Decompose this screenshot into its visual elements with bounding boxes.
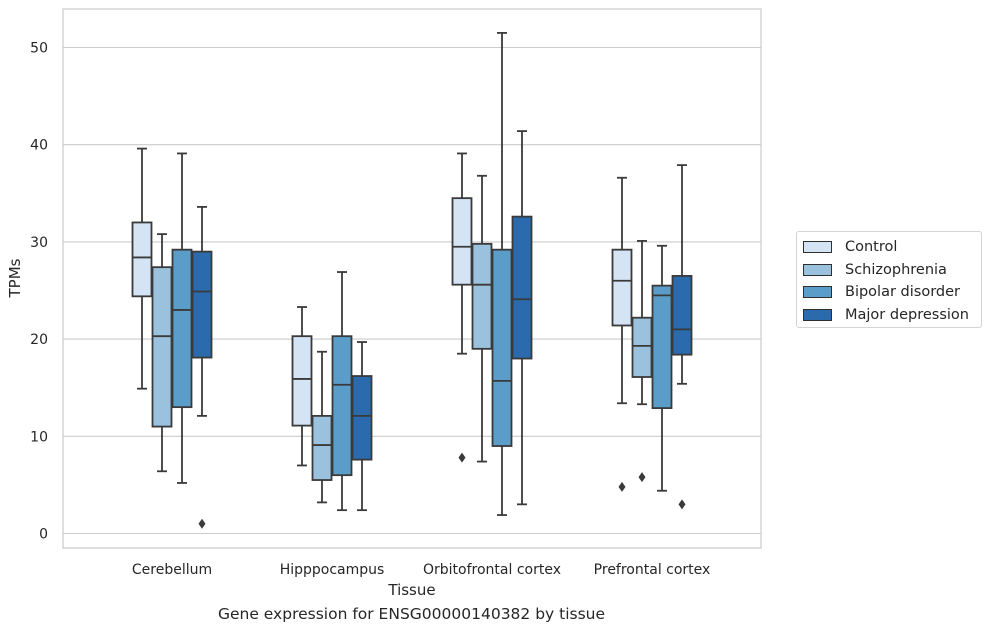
- legend-swatch: [803, 286, 832, 299]
- box-body: [351, 375, 373, 461]
- box-body: [631, 316, 653, 378]
- box-body: [611, 248, 633, 327]
- x-tick-label: Prefrontal cortex: [594, 562, 711, 578]
- box-bipolar-disorder: [651, 244, 673, 492]
- box-body: [671, 275, 693, 356]
- legend-item: Major depression: [803, 304, 981, 327]
- chart-caption: Gene expression for ENSG00000140382 by t…: [217, 605, 606, 623]
- box-body: [191, 250, 213, 359]
- box-major-depression: [511, 130, 533, 506]
- box-body: [291, 335, 313, 427]
- legend-label: Major depression: [845, 306, 969, 323]
- box-bipolar-disorder: [331, 271, 353, 512]
- box-body: [311, 414, 333, 481]
- box-body: [451, 197, 473, 286]
- y-tick-label: 10: [30, 429, 48, 445]
- x-axis-label: Tissue: [387, 581, 435, 599]
- box-control: [611, 176, 633, 492]
- box-major-depression: [671, 164, 693, 510]
- plot-area-frame: [62, 8, 762, 549]
- outlier-point: [678, 499, 686, 510]
- y-tick-label: 50: [30, 41, 48, 57]
- outlier-point: [198, 518, 206, 529]
- legend-swatch: [803, 263, 832, 276]
- x-tick-label: Orbitofrontal cortex: [423, 562, 561, 578]
- y-tick-label: 30: [30, 235, 48, 251]
- y-tick-labels: 0 10 20 30 40 50: [30, 41, 48, 543]
- legend-swatch: [803, 308, 832, 321]
- x-tick-label: Hipppocampus: [280, 562, 385, 578]
- box-body: [131, 221, 153, 298]
- box-body: [491, 248, 513, 447]
- box-body: [471, 242, 493, 350]
- box-schizophrenia: [631, 240, 653, 483]
- box-body: [331, 335, 353, 477]
- legend-item: Control: [803, 236, 981, 259]
- box-body: [651, 284, 673, 410]
- box-major-depression: [351, 341, 373, 512]
- box-control: [291, 306, 313, 467]
- y-tick-label: 20: [30, 332, 48, 348]
- legend-swatch: [803, 241, 832, 254]
- outlier-point: [458, 452, 466, 463]
- legend-item: Bipolar disorder: [803, 281, 981, 304]
- box-bipolar-disorder: [171, 152, 193, 484]
- legend-label: Bipolar disorder: [845, 284, 960, 301]
- box-body: [151, 266, 173, 428]
- box-body: [171, 248, 193, 409]
- box-bipolar-disorder: [491, 32, 513, 516]
- box-body: [511, 215, 533, 360]
- x-tick-labels: Cerebellum Hipppocampus Orbitofrontal cort…: [132, 562, 710, 578]
- outlier-point: [618, 481, 626, 492]
- x-tick-label: Cerebellum: [132, 562, 212, 578]
- box-control: [451, 152, 473, 463]
- y-axis-label: TPMs: [6, 258, 24, 298]
- y-tick-label: 40: [30, 138, 48, 154]
- legend-label: Control: [845, 239, 898, 256]
- legend: Control Schizophrenia Bipolar disorder Majo…: [796, 231, 982, 328]
- y-tick-label: 0: [39, 527, 48, 543]
- box-schizophrenia: [311, 350, 333, 504]
- legend-item: Schizophrenia: [803, 259, 981, 282]
- box-plot-marks: [131, 32, 693, 529]
- box-schizophrenia: [151, 233, 173, 473]
- box-schizophrenia: [471, 174, 493, 463]
- box-major-depression: [191, 206, 213, 529]
- box-control: [131, 147, 153, 390]
- outlier-point: [638, 472, 646, 483]
- legend-label: Schizophrenia: [845, 261, 947, 278]
